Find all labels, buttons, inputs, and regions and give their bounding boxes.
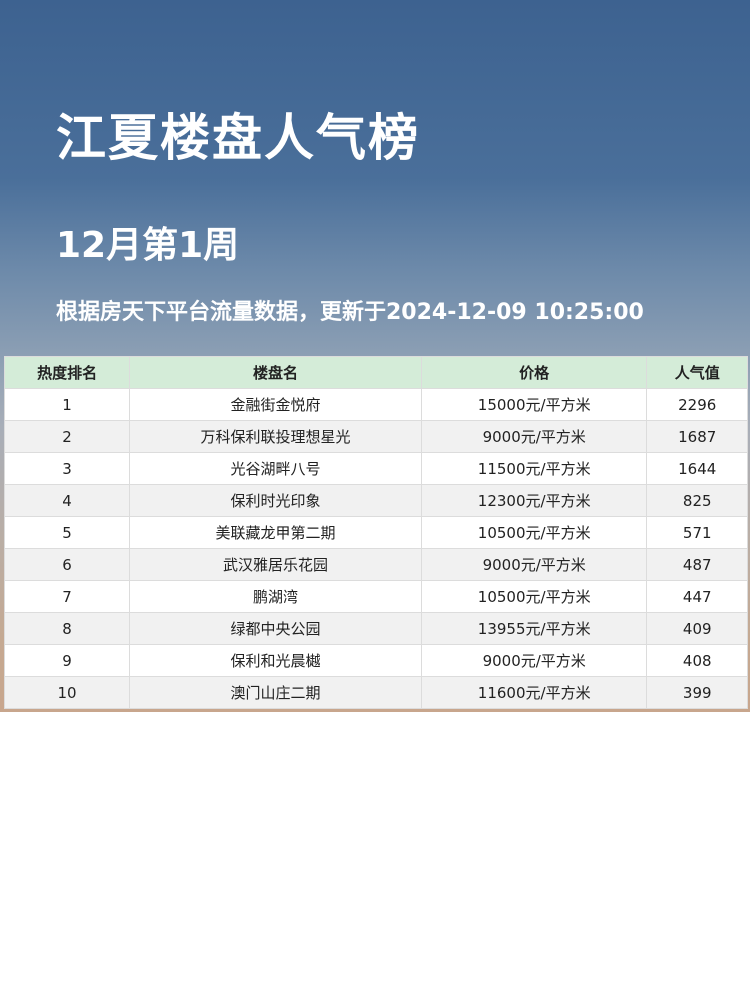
cell-price: 12300元/平方米 (420, 484, 648, 517)
cell-popularity: 571 (646, 516, 748, 549)
cell-rank: 1 (3, 388, 131, 421)
cell-name: 保利时光印象 (129, 484, 422, 517)
cell-popularity: 399 (646, 676, 748, 709)
cell-popularity: 1644 (646, 452, 748, 485)
cell-popularity: 487 (646, 548, 748, 581)
cell-name: 鹏湖湾 (129, 580, 422, 613)
table-row: 2 万科保利联投理想星光 9000元/平方米 1687 (3, 420, 748, 453)
table-row: 1 金融街金悦府 15000元/平方米 2296 (3, 388, 748, 421)
header-rank: 热度排名 (3, 356, 131, 389)
cell-price: 11600元/平方米 (420, 676, 648, 709)
header-popularity: 人气值 (646, 356, 748, 389)
cell-name: 澳门山庄二期 (129, 676, 422, 709)
ranking-table: 热度排名 楼盘名 价格 人气值 1 金融街金悦府 15000元/平方米 2296 2 万科… (3, 356, 748, 709)
table-row: 4 保利时光印象 12300元/平方米 825 (3, 484, 748, 517)
table-row: 9 保利和光晨樾 9000元/平方米 408 (3, 644, 748, 677)
cell-popularity: 825 (646, 484, 748, 517)
cell-name: 保利和光晨樾 (129, 644, 422, 677)
cell-rank: 9 (3, 644, 131, 677)
cell-name: 美联藏龙甲第二期 (129, 516, 422, 549)
cell-popularity: 408 (646, 644, 748, 677)
cell-price: 9000元/平方米 (420, 644, 648, 677)
cell-rank: 5 (3, 516, 131, 549)
cell-name: 武汉雅居乐花园 (129, 548, 422, 581)
cell-popularity: 1687 (646, 420, 748, 453)
cell-name: 万科保利联投理想星光 (129, 420, 422, 453)
cell-name: 金融街金悦府 (129, 388, 422, 421)
table-row: 6 武汉雅居乐花园 9000元/平方米 487 (3, 548, 748, 581)
cell-price: 13955元/平方米 (420, 612, 648, 645)
table-row: 10 澳门山庄二期 11600元/平方米 399 (3, 676, 748, 709)
cell-price: 9000元/平方米 (420, 420, 648, 453)
cell-popularity: 2296 (646, 388, 748, 421)
week-label: 12月第1周 (56, 225, 240, 266)
cell-price: 11500元/平方米 (420, 452, 648, 485)
header-name: 楼盘名 (129, 356, 422, 389)
cell-name: 光谷湖畔八号 (129, 452, 422, 485)
cell-rank: 2 (3, 420, 131, 453)
cell-name: 绿都中央公园 (129, 612, 422, 645)
cell-rank: 3 (3, 452, 131, 485)
table-row: 5 美联藏龙甲第二期 10500元/平方米 571 (3, 516, 748, 549)
page-title: 江夏楼盘人气榜 (56, 109, 420, 167)
cell-price: 10500元/平方米 (420, 516, 648, 549)
table-row: 3 光谷湖畔八号 11500元/平方米 1644 (3, 452, 748, 485)
table-row: 8 绿都中央公园 13955元/平方米 409 (3, 612, 748, 645)
cell-price: 15000元/平方米 (420, 388, 648, 421)
cell-rank: 6 (3, 548, 131, 581)
cell-popularity: 409 (646, 612, 748, 645)
cell-popularity: 447 (646, 580, 748, 613)
update-note: 根据房天下平台流量数据，更新于2024-12-09 10:25:00 (56, 300, 644, 325)
table-row: 7 鹏湖湾 10500元/平方米 447 (3, 580, 748, 613)
cell-rank: 7 (3, 580, 131, 613)
cell-rank: 8 (3, 612, 131, 645)
cell-price: 9000元/平方米 (420, 548, 648, 581)
cell-price: 10500元/平方米 (420, 580, 648, 613)
header-price: 价格 (420, 356, 648, 389)
cell-rank: 10 (3, 676, 131, 709)
cell-rank: 4 (3, 484, 131, 517)
table-header: 热度排名 楼盘名 价格 人气值 (3, 356, 748, 389)
